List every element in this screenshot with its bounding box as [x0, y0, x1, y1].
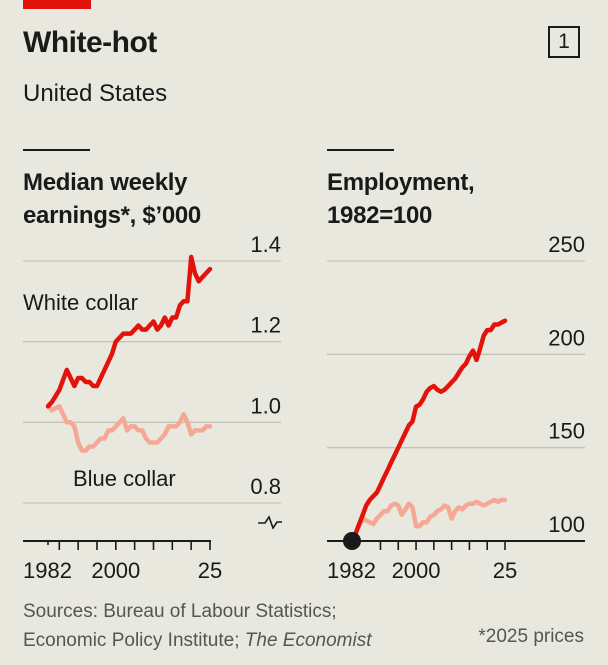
employment-xtick-label: 25	[493, 558, 517, 583]
employment-ytick-label: 250	[548, 232, 585, 257]
employment-blue-collar-line	[349, 497, 508, 544]
earnings-ytick-label: 1.2	[250, 313, 281, 338]
employment-ytick-label: 200	[548, 325, 585, 350]
prices-footnote: *2025 prices	[478, 626, 584, 647]
sources-publication: The Economist	[244, 630, 372, 651]
left-panel-title: Median weekly earnings*, $’000	[23, 166, 201, 232]
earnings-label-blue-collar: Blue collar	[73, 466, 176, 491]
sources-line1: Sources: Bureau of Labour Statistics;	[23, 601, 337, 622]
chart-number-badge: 1	[548, 26, 580, 58]
employment-ytick-label: 100	[548, 512, 585, 537]
earnings-blue-collar-line	[45, 403, 213, 453]
sources-line2: Economic Policy Institute; The Economist	[23, 626, 372, 655]
earnings-xtick-label: 2000	[91, 558, 140, 583]
earnings-xtick-label: 1982	[23, 558, 72, 583]
employment-white-collar-line	[349, 318, 508, 544]
earnings-ytick-label: 0.8	[250, 474, 281, 499]
earnings-ytick-label: 1.4	[250, 232, 281, 257]
right-panel-title: Employment, 1982=100	[327, 166, 475, 232]
earnings-label-white-collar: White collar	[23, 290, 138, 315]
sources-line2-prefix: Economic Policy Institute;	[23, 630, 245, 651]
earnings-ytick-label: 1.0	[250, 393, 281, 418]
employment-xtick-label: 1982	[327, 558, 376, 583]
brand-tag	[23, 0, 91, 9]
right-panel-title-line1: Employment,	[327, 169, 475, 196]
left-panel-title-line1: Median weekly	[23, 169, 188, 196]
earnings-axis-break-icon	[258, 515, 282, 530]
employment-ytick-label: 150	[548, 419, 585, 444]
right-panel-rule	[327, 149, 394, 151]
sources-note: Sources: Bureau of Labour Statistics; Ec…	[23, 597, 372, 655]
employment-xtick-label: 2000	[392, 558, 441, 583]
left-panel-title-line2: earnings*, $’000	[23, 202, 201, 229]
chart-subtitle: United States	[23, 80, 168, 107]
earnings-xtick-label: 25	[198, 558, 222, 583]
right-panel-title-line2: 1982=100	[327, 202, 433, 229]
earnings-white-collar-line	[45, 254, 213, 409]
left-panel-rule	[23, 149, 90, 151]
chart-title: White-hot	[23, 26, 157, 59]
employment-base-marker	[343, 532, 361, 550]
